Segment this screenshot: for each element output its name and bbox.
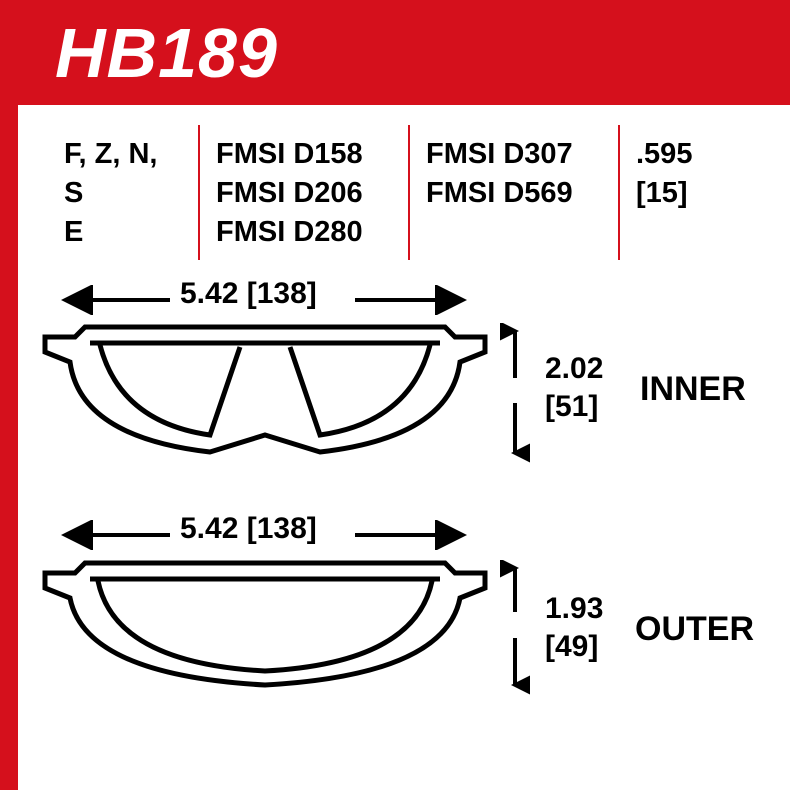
spec-col-fmsi-a: FMSI D158 FMSI D206 FMSI D280 — [198, 125, 408, 260]
spec-text: FMSI D280 — [216, 213, 392, 252]
part-number-title: HB189 — [55, 13, 278, 93]
inner-height-dim: 2.02 [51] — [545, 350, 603, 425]
spec-text: FMSI D307 — [426, 135, 602, 174]
outer-pad-shape — [40, 553, 490, 703]
spec-col-fmsi-b: FMSI D307 FMSI D569 — [408, 125, 618, 260]
dim-value: 1.93 — [545, 590, 603, 628]
spec-text: E — [64, 213, 182, 252]
spec-text: .595 [15] — [636, 135, 744, 213]
header: HB189 — [0, 0, 790, 105]
outer-height-dim: 1.93 [49] — [545, 590, 603, 665]
spec-col-thickness: .595 [15] — [618, 125, 760, 260]
outer-width-arrow — [55, 520, 475, 550]
outer-label: OUTER — [635, 610, 754, 649]
inner-pad-shape — [40, 317, 490, 467]
spec-text: FMSI D158 — [216, 135, 392, 174]
inner-width-arrow — [55, 285, 475, 315]
spec-text: FMSI D206 — [216, 174, 392, 213]
inner-height-arrow — [500, 323, 530, 463]
dim-value-mm: [49] — [545, 628, 603, 666]
inner-label: INNER — [640, 370, 746, 409]
outer-height-arrow — [500, 560, 530, 695]
dim-value-mm: [51] — [545, 388, 603, 426]
spec-col-compounds: F, Z, N, S E — [48, 125, 198, 260]
spec-table: F, Z, N, S E FMSI D158 FMSI D206 FMSI D2… — [48, 125, 760, 260]
diagram-area: 5.42 [138] 2.02 [51] INNER — [40, 275, 770, 780]
side-stripe — [0, 105, 18, 790]
spec-text: F, Z, N, S — [64, 135, 182, 213]
dim-value: 2.02 — [545, 350, 603, 388]
spec-text: FMSI D569 — [426, 174, 602, 213]
